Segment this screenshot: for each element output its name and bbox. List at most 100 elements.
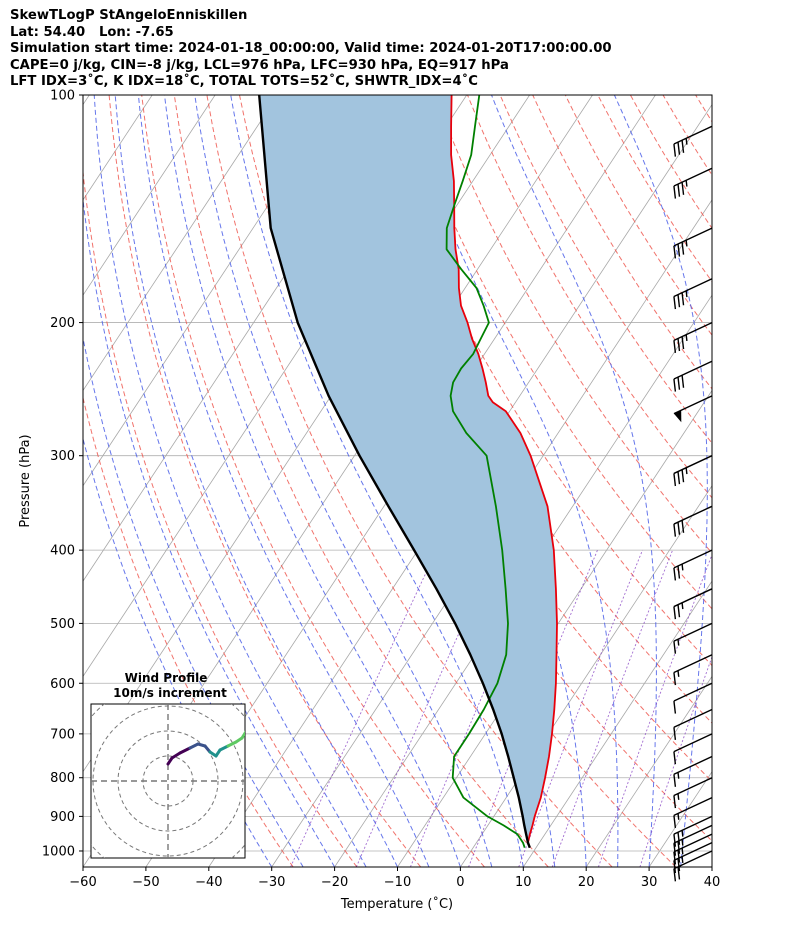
wind-barb xyxy=(673,755,713,787)
wind-barb xyxy=(673,824,713,856)
wind-barb xyxy=(673,622,713,654)
wind-barb xyxy=(673,733,713,765)
dewpoint-line xyxy=(445,95,526,848)
wind-barb xyxy=(673,842,713,874)
x-axis-ticks: −60 −50 −40 −30 −20 −10 0 10 20 30 40 xyxy=(69,867,720,890)
wind-barb xyxy=(673,505,713,537)
dry-adiabat xyxy=(206,95,613,867)
mixing-ratio-line xyxy=(551,549,674,867)
isotherm-line xyxy=(83,95,342,487)
dry-adiabat xyxy=(761,95,794,867)
y-axis-label: Pressure (hPa) xyxy=(18,434,33,527)
moist-adiabat xyxy=(83,335,304,867)
wind-barb xyxy=(673,777,713,809)
moist-adiabat xyxy=(83,436,273,867)
wind-barb xyxy=(673,125,713,157)
x-axis-label: Temperature (˚C) xyxy=(340,896,453,912)
x-tick-label: −50 xyxy=(132,875,159,890)
wind-barb xyxy=(673,321,713,353)
isotherm-line xyxy=(83,95,279,392)
wind-barb xyxy=(673,833,713,865)
x-tick-label: −30 xyxy=(258,875,285,890)
wind-barb xyxy=(673,708,713,740)
dry-adiabat xyxy=(141,95,485,867)
moist-adiabat xyxy=(164,95,461,867)
hodograph-trace xyxy=(166,730,245,766)
wind-barb xyxy=(673,227,713,259)
moist-adiabat xyxy=(230,95,524,867)
wind-barb xyxy=(673,588,713,620)
y-tick-label: 1000 xyxy=(42,844,75,859)
y-tick-label: 700 xyxy=(50,727,75,742)
dry-adiabat xyxy=(83,395,294,867)
y-tick-label: 400 xyxy=(50,544,75,559)
indices-line-1: CAPE=0 j/kg, CIN=-8 j/kg, LCL=976 hPa, L… xyxy=(10,57,509,73)
dry-adiabat xyxy=(728,95,794,867)
wind-barb xyxy=(673,549,713,581)
dry-adiabat xyxy=(597,95,712,283)
hodograph-ring xyxy=(117,730,219,832)
dry-adiabat xyxy=(173,95,549,867)
y-tick-label: 800 xyxy=(50,771,75,786)
inset-subtitle: 10m/s increment xyxy=(113,686,227,700)
isotherm-line xyxy=(711,866,712,867)
dry-adiabat xyxy=(83,167,358,867)
moist-adiabat xyxy=(613,95,708,867)
x-tick-label: −10 xyxy=(384,875,411,890)
x-tick-label: −60 xyxy=(69,875,96,890)
x-tick-label: 20 xyxy=(578,875,595,890)
y-tick-label: 100 xyxy=(50,89,75,104)
indices-line-2: LFT IDX=3˚C, K IDX=18˚C, TOTAL TOTS=52˚C… xyxy=(10,74,478,90)
wind-barb xyxy=(673,455,713,487)
wind-barb xyxy=(673,796,713,829)
wind-barbs xyxy=(673,125,713,882)
wind-barb xyxy=(673,360,713,392)
y-tick-label: 900 xyxy=(50,810,75,825)
dry-adiabat xyxy=(532,95,712,390)
chart-header: SkewTLogP StAngeloEnniskillen Lat: 54.40… xyxy=(10,8,612,91)
y-tick-label: 600 xyxy=(50,677,75,692)
moist-adiabat xyxy=(114,95,398,867)
moist-adiabat xyxy=(194,95,493,867)
dry-adiabat xyxy=(695,95,712,123)
location-label: Lat: 54.40 Lon: -7.65 xyxy=(10,24,174,40)
dry-adiabat xyxy=(108,95,422,867)
parcel-line xyxy=(258,95,531,849)
wind-barb xyxy=(673,815,713,847)
moist-adiabat xyxy=(711,863,712,867)
wind-barb xyxy=(673,395,713,423)
isotherm-line xyxy=(83,95,90,106)
time-label: Simulation start time: 2024-01-18_00:00:… xyxy=(10,41,612,57)
dry-adiabat xyxy=(369,95,712,667)
x-tick-label: 30 xyxy=(641,875,658,890)
inset-title: Wind Profile xyxy=(125,671,208,685)
x-tick-label: 40 xyxy=(704,875,721,890)
mixing-ratio-line xyxy=(290,549,438,867)
x-tick-label: −40 xyxy=(195,875,222,890)
y-tick-label: 500 xyxy=(50,617,75,632)
isotherm-line xyxy=(83,95,216,296)
mixing-ratio-line xyxy=(597,553,712,867)
y-tick-label: 300 xyxy=(50,449,75,464)
x-tick-label: 10 xyxy=(515,875,532,890)
x-tick-label: −20 xyxy=(321,875,348,890)
temperature-line xyxy=(450,95,558,849)
x-tick-label: 0 xyxy=(456,875,464,890)
chart-title: SkewTLogP StAngeloEnniskillen xyxy=(10,8,248,23)
wind-barb xyxy=(673,167,713,199)
isotherm-line xyxy=(585,675,712,867)
cape-cin-fill xyxy=(259,95,557,848)
isotherm-line xyxy=(648,770,712,867)
y-tick-label: 200 xyxy=(50,316,75,331)
hodograph-rings xyxy=(91,704,245,858)
dry-adiabat xyxy=(662,95,712,176)
profile-lines xyxy=(258,95,558,849)
y-axis-ticks: 1000 900 800 700 600 500 400 300 200 100 xyxy=(42,89,83,859)
moist-adiabat xyxy=(137,95,430,867)
moist-adiabat xyxy=(83,195,336,867)
moist-adiabat xyxy=(93,95,367,867)
isotherm-line xyxy=(334,294,712,867)
wind-barb xyxy=(673,654,713,686)
wind-barb xyxy=(673,850,713,882)
